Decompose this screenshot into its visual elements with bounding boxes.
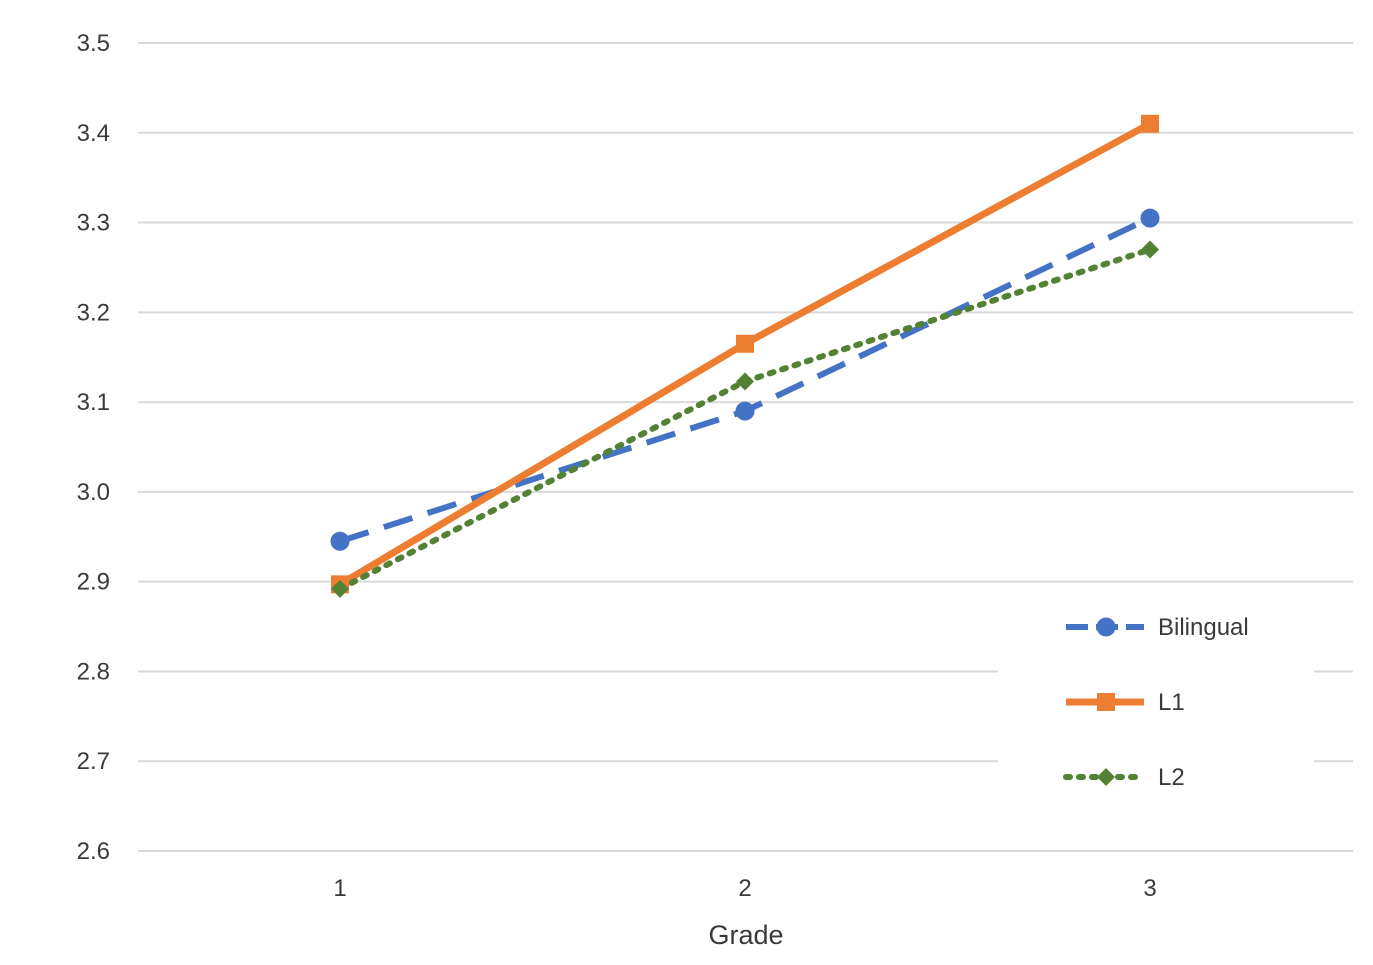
data-point-bilingual: [330, 531, 350, 551]
data-point-bilingual: [1140, 208, 1160, 228]
y-tick-label: 3.1: [77, 389, 110, 416]
data-point-bilingual: [735, 401, 755, 421]
y-tick-label: 2.6: [77, 838, 110, 865]
y-tick-label: 3.0: [77, 479, 110, 506]
y-tick-label: 3.3: [77, 210, 110, 237]
x-tick-label: 3: [1143, 875, 1156, 902]
series-line-l1: [338, 120, 1152, 588]
series-lines: [337, 120, 1153, 592]
y-tick-label: 2.7: [77, 748, 110, 775]
legend-box: [998, 590, 1314, 808]
legend-marker-l1: [1097, 693, 1115, 711]
legend-label-l1: L1: [1158, 689, 1185, 716]
data-point-l2: [331, 579, 349, 598]
x-tick-label: 2: [738, 875, 751, 902]
legend: Bilingual L1 L2: [998, 590, 1314, 808]
legend-label-l2: L2: [1158, 764, 1185, 791]
y-tick-label: 3.5: [77, 30, 110, 57]
y-tick-label: 2.9: [77, 569, 110, 596]
y-tick-label: 3.2: [77, 299, 110, 326]
legend-marker-l2: [1097, 768, 1115, 786]
series-markers: [330, 114, 1160, 598]
x-axis-tick-labels: 1 2 3: [333, 875, 1156, 902]
x-tick-label: 1: [333, 875, 346, 902]
legend-marker-bilingual: [1096, 617, 1116, 637]
data-point-l1: [736, 334, 754, 353]
x-axis-title: Grade: [708, 920, 783, 950]
y-tick-label: 2.8: [77, 658, 110, 685]
data-point-l1: [1141, 114, 1159, 133]
data-point-l2: [736, 372, 754, 391]
legend-label-bilingual: Bilingual: [1158, 614, 1249, 641]
y-tick-label: 3.4: [77, 120, 110, 147]
data-point-l2: [1141, 240, 1159, 259]
y-axis-tick-labels: 2.6 2.7 2.8 2.9 3.0 3.1 3.2 3.3 3.4 3.5: [77, 30, 110, 865]
